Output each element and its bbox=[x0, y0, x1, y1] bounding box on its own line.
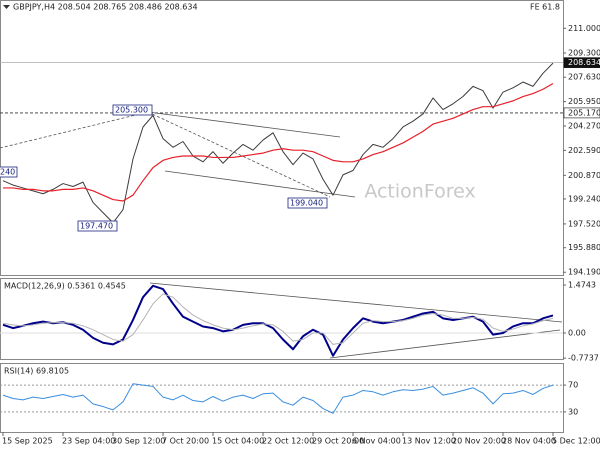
y-tick-label: 30 bbox=[568, 407, 578, 416]
trend-lines bbox=[0, 111, 563, 359]
annotation: 197.470 bbox=[80, 222, 113, 231]
trend-line bbox=[0, 111, 149, 149]
y-tick-label: 207.630 bbox=[568, 73, 600, 82]
y-tick-label: 202.590 bbox=[568, 146, 600, 155]
chart-subtitle: FE 61.8 bbox=[530, 3, 560, 12]
series-line bbox=[2, 383, 554, 414]
y-tick-label: 194.190 bbox=[568, 268, 600, 277]
y-tick-label: 199.240 bbox=[568, 194, 600, 203]
x-tick-label: 22 Oct 12:00 bbox=[262, 437, 314, 446]
y-tick-label: 200.870 bbox=[568, 171, 600, 180]
x-tick-label: 5 Dec 12:00 bbox=[552, 437, 600, 446]
trend-line bbox=[147, 111, 331, 198]
annotation: 205.300 bbox=[115, 106, 148, 115]
annotation: 199.040 bbox=[290, 199, 323, 208]
annotation-box bbox=[77, 220, 118, 232]
y-tick-label: 209.300 bbox=[568, 48, 600, 57]
macd-panel bbox=[0, 278, 564, 360]
x-tick-label: 29 Oct 20:00 bbox=[312, 437, 364, 446]
x-tick-label: 28 Nov 04:00 bbox=[502, 437, 556, 446]
y-tick-label: 211.000 bbox=[568, 24, 600, 33]
y-tick-label: 197.520 bbox=[568, 219, 600, 228]
price-label-box bbox=[563, 57, 600, 68]
x-tick-label: 13 Nov 12:00 bbox=[402, 437, 456, 446]
y-tick-label: 70 bbox=[568, 381, 578, 390]
x-tick-label: 6 Nov 04:00 bbox=[352, 437, 401, 446]
price-label: 205.170 bbox=[568, 108, 600, 117]
macd-title: MACD(12,26,9) 0.5361 0.4545 bbox=[4, 282, 126, 291]
x-tick-label: 15 Sep 2025 bbox=[2, 437, 53, 446]
channel-line bbox=[164, 170, 356, 198]
macd-trend-line bbox=[149, 282, 563, 323]
annotation: 240 bbox=[0, 168, 15, 177]
y-tick-label: -0.7737 bbox=[568, 354, 599, 363]
y-tick-label: 205.950 bbox=[568, 97, 600, 106]
x-tick-label: 15 Oct 04:00 bbox=[212, 437, 264, 446]
y-tick-label: 0.00 bbox=[568, 328, 586, 337]
rsi-panel bbox=[0, 363, 564, 433]
price-label: 208.634 bbox=[568, 58, 600, 67]
series-line bbox=[2, 293, 554, 345]
channel-line bbox=[147, 111, 341, 138]
header-arrow bbox=[3, 5, 10, 9]
series-line bbox=[3, 82, 554, 202]
macd-trend-line bbox=[329, 329, 561, 359]
annotation-box bbox=[0, 166, 18, 178]
x-tick-label: 20 Nov 20:00 bbox=[452, 437, 506, 446]
series-line bbox=[2, 62, 554, 224]
y-tick-label: 1.4743 bbox=[568, 281, 596, 290]
rsi-title: RSI(14) 69.8105 bbox=[4, 367, 69, 376]
price-panel bbox=[0, 0, 564, 276]
y-tick-label: 195.880 bbox=[568, 243, 600, 252]
x-tick-label: 30 Sep 12:00 bbox=[112, 437, 165, 446]
y-tick-label: 204.270 bbox=[568, 121, 600, 130]
annotation-box bbox=[287, 197, 328, 209]
watermark: ActionForex bbox=[364, 181, 475, 203]
x-tick-label: 23 Sep 04:00 bbox=[62, 437, 115, 446]
chart-title: GBPJPY,H4 208.504 208.765 208.486 208.63… bbox=[13, 3, 198, 12]
x-tick-label: 7 Oct 20:00 bbox=[162, 437, 209, 446]
annotation-box bbox=[112, 104, 153, 116]
price-label-box bbox=[563, 107, 600, 119]
